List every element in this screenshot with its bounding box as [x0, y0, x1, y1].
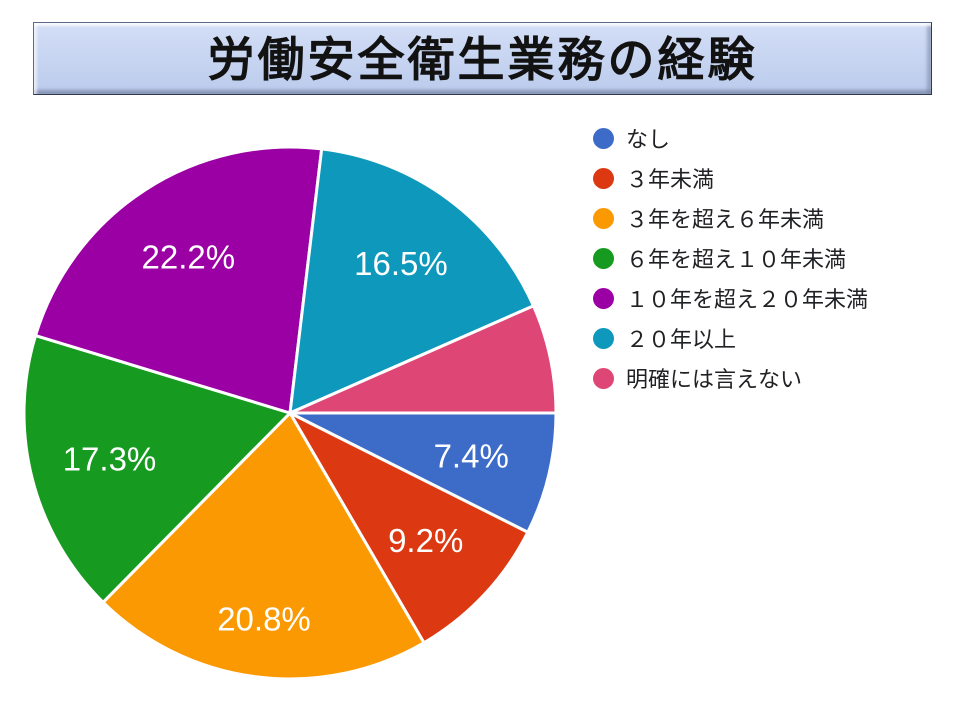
legend-color-dot — [593, 287, 614, 309]
legend-label: ６年を超え１０年未満 — [626, 247, 847, 272]
legend-item: ３年を超え６年未満 — [593, 198, 868, 238]
pie-slice-label: 17.3% — [63, 440, 157, 477]
legend-label: １０年を超え２０年未満 — [626, 287, 869, 312]
pie-slice-5 — [34, 145, 324, 415]
legend-item: ６年を超え１０年未満 — [593, 238, 868, 278]
pie-slice-label: 9.2% — [388, 522, 463, 559]
legend-label: ３年を超え６年未満 — [626, 207, 825, 232]
legend-label: なし — [626, 127, 671, 152]
legend-item: ２０年以上 — [593, 318, 868, 358]
legend-color-dot — [593, 247, 614, 269]
pie-slice-4 — [22, 334, 292, 604]
pie-slice-label: 22.2% — [142, 239, 236, 276]
legend-color-dot — [593, 207, 614, 229]
legend-color-dot — [593, 127, 614, 149]
legend: なし ３年未満 ３年を超え６年未満 ６年を超え１０年未満 １０年を超え２０年未満 ２０年以… — [593, 118, 868, 398]
chart-title: 労働安全衛生業務の経験 — [207, 33, 758, 86]
pie-slice-label: 16.5% — [354, 245, 448, 282]
legend-item: ３年未満 — [593, 158, 868, 198]
legend-color-dot — [593, 327, 614, 349]
legend-item: １０年を超え２０年未満 — [593, 278, 868, 318]
legend-label: ２０年以上 — [626, 327, 737, 352]
pie-slice-2 — [288, 411, 530, 645]
pie-slice-6 — [288, 147, 535, 415]
pie-slice-label: 7.4% — [434, 437, 509, 474]
legend-item: なし — [593, 118, 868, 158]
pie-slice-1 — [288, 411, 558, 534]
pie-slice-7 — [288, 304, 558, 415]
legend-item: 明確には言えない — [593, 358, 868, 398]
pie-slice-label: 20.8% — [217, 600, 311, 637]
pie-slice-3 — [101, 411, 426, 681]
legend-color-dot — [593, 367, 614, 389]
legend-color-dot — [593, 167, 614, 189]
legend-label: 明確には言えない — [626, 367, 803, 392]
title-banner: 労働安全衛生業務の経験 — [33, 22, 932, 95]
legend-label: ３年未満 — [626, 167, 715, 192]
